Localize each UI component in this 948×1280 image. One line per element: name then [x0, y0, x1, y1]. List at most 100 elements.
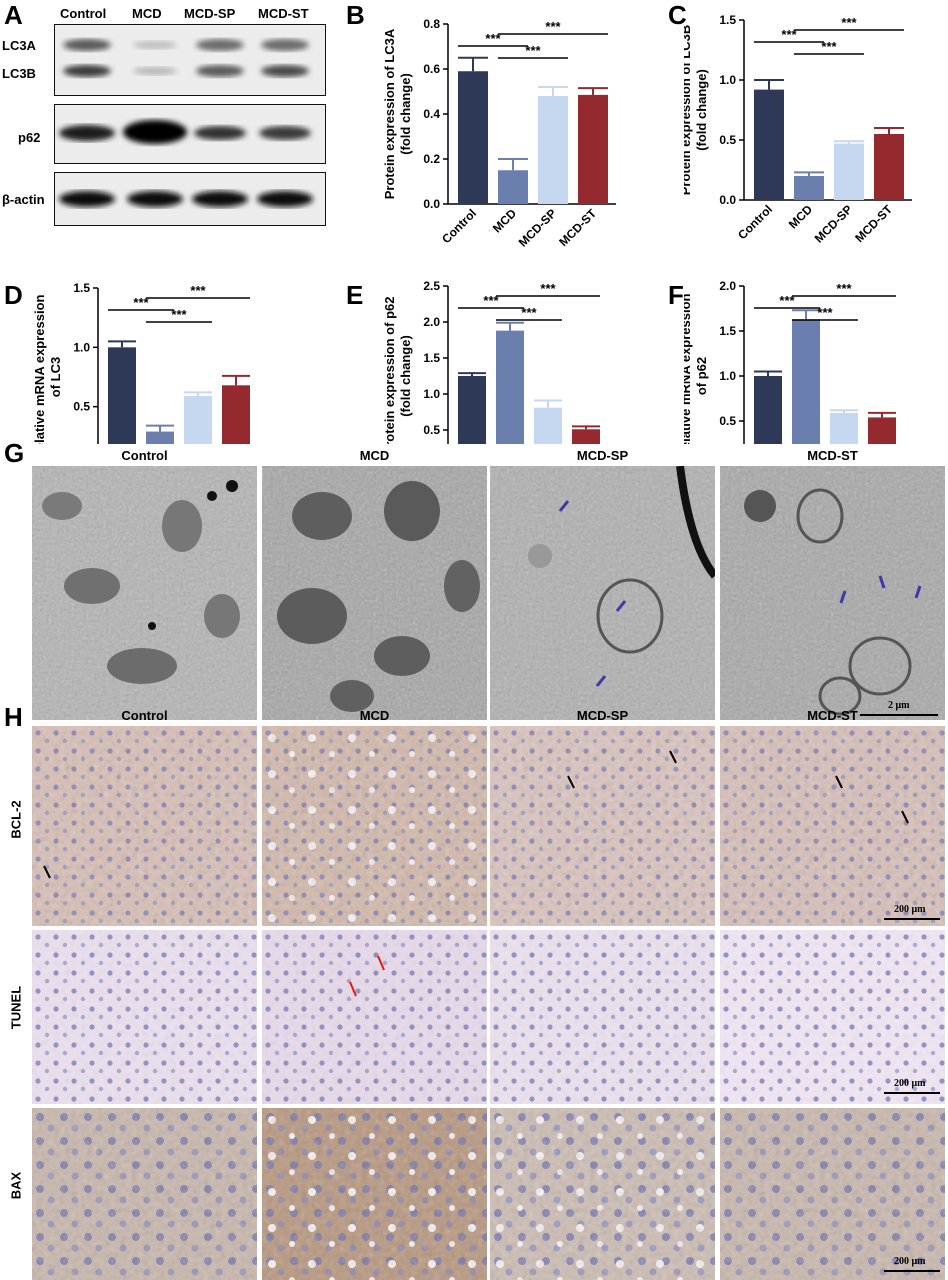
y-axis-label-E-1: (fold change)	[398, 335, 413, 417]
y-tick-label-F-2: 1.0	[719, 369, 736, 383]
lc3b-band-mcd	[133, 67, 177, 75]
x-tick-label-B-0: Control	[439, 206, 479, 246]
blot-header-control: Control	[60, 6, 107, 21]
blot-header-mcd-sp: MCD-SP	[184, 6, 236, 21]
row-label-bax: BAX	[8, 1171, 24, 1200]
histo-title-mcd-st: MCD-ST	[807, 708, 858, 723]
x-tick-label-C-1: MCD	[786, 202, 815, 231]
actin-bands	[59, 191, 313, 207]
y-tick-label-D-1: 0.5	[73, 400, 90, 414]
sig-label-F-0: ***	[779, 293, 795, 308]
lc3b-band-st	[261, 65, 309, 77]
actin-band-mcd	[127, 191, 183, 207]
y-tick-label-B-0: 0.0	[423, 197, 440, 211]
sig-label-C-1: ***	[821, 39, 837, 54]
bar-F-mcd-st	[868, 417, 896, 444]
tem-title-mcd-sp: MCD-SP	[576, 448, 629, 463]
bax-scale-label: 200 μm	[894, 1256, 926, 1267]
tunel-image-control	[32, 930, 257, 1104]
x-tick-label-B-2: MCD-SP	[516, 206, 559, 249]
y-axis-label-B-1: (fold change)	[398, 73, 413, 155]
p62-bands	[59, 120, 311, 144]
tunel-scale-bar	[884, 1092, 940, 1094]
bcl2-image-mcd-sp	[490, 726, 715, 926]
tem-image-control	[32, 466, 257, 720]
sig-label-E-2: ***	[540, 281, 556, 296]
y-tick-label-E-5: 2.5	[423, 279, 440, 293]
tunel-image-mcd	[262, 930, 487, 1104]
bcl2-image-mcd-st	[720, 726, 945, 926]
bar-E-mcd	[496, 330, 524, 444]
bax-image-mcd	[262, 1108, 487, 1280]
sig-label-C-0: ***	[781, 27, 797, 42]
x-tick-label-B-3: MCD-ST	[556, 206, 599, 249]
lc3a-band-mcd	[133, 41, 177, 49]
sig-label-F-1: ***	[817, 305, 833, 320]
y-axis-label-F-1: of p62	[694, 357, 709, 395]
sig-label-C-2: ***	[841, 15, 857, 30]
bar-D-mcd-st	[222, 385, 250, 444]
tunel-image-mcd-st	[720, 930, 945, 1104]
panel-label-h: H	[4, 702, 23, 732]
panel-label-e: E	[346, 280, 364, 310]
chart-lc3b-protein: 0.0 0.5 1.0 1.5 Protein expression of LC3B(f…	[684, 13, 912, 246]
bcl2-scale-label: 200 μm	[894, 904, 926, 915]
bax-image-mcd-st	[720, 1108, 945, 1280]
y-tick-label-C-2: 1.0	[719, 73, 736, 87]
panel-label-a: A	[4, 0, 23, 30]
y-axis-label-E-0: Protein expression of p62	[382, 297, 397, 444]
y-tick-label-B-1: 0.2	[423, 152, 440, 166]
sig-label-E-0: ***	[483, 293, 499, 308]
p62-band-sp	[194, 126, 246, 140]
bar-E-mcd-st	[572, 429, 600, 444]
p62-band-mcd	[123, 120, 187, 144]
lc3b-band-sp	[196, 65, 244, 77]
bar-C-mcd	[794, 176, 824, 200]
tem-image-mcd	[262, 466, 487, 720]
tem-title-mcd-st: MCD-ST	[807, 448, 858, 463]
tunel-scale-label: 200 μm	[894, 1078, 926, 1089]
bax-image-mcd-sp	[490, 1108, 715, 1280]
tem-image-mcd-sp	[490, 466, 715, 720]
chart-lc3a-protein: 0.0 0.2 0.4 0.6 0.8 Protein expression of LC3…	[382, 17, 616, 250]
panel-label-d: D	[4, 280, 23, 310]
sig-label-E-1: ***	[521, 305, 537, 320]
blot-membrane-lc3	[54, 24, 326, 96]
bcl2-image-mcd	[262, 726, 487, 926]
y-axis-label-C-1: (fold change)	[694, 69, 709, 151]
bar-F-mcd	[792, 319, 820, 444]
bar-C-mcd-sp	[834, 143, 864, 200]
y-tick-label-F-3: 1.5	[719, 324, 736, 338]
blot-label-actin: β-actin	[2, 192, 45, 207]
histo-title-mcd: MCD	[359, 708, 390, 723]
y-axis-label-B-0: Protein expression of LC3A	[382, 28, 397, 199]
row-label-bcl2: BCL-2	[8, 800, 24, 839]
tem-title-mcd: MCD	[359, 448, 390, 463]
blot-membrane-p62	[54, 104, 326, 164]
lc3a-band-control	[63, 39, 111, 51]
bar-E-control	[458, 376, 486, 444]
bar-B-mcd-st	[578, 94, 608, 204]
y-axis-label-F-0: Relative mRNA expression	[684, 293, 693, 444]
blot-membrane-actin	[54, 172, 326, 226]
panel-label-g: G	[4, 438, 25, 468]
lc3-bands	[63, 39, 309, 77]
tem-title-control: Control	[121, 448, 168, 463]
p62-band-control	[59, 125, 115, 141]
x-tick-label-C-0: Control	[735, 202, 775, 242]
y-tick-label-C-0: 0.0	[719, 193, 736, 207]
y-tick-label-E-2: 1.0	[423, 387, 440, 401]
y-tick-label-B-4: 0.8	[423, 17, 440, 31]
bar-C-mcd-st	[874, 134, 904, 200]
bar-D-control	[108, 347, 136, 444]
bar-B-control	[458, 71, 488, 204]
y-axis-label-C-0: Protein expression of LC3B	[684, 25, 693, 195]
y-tick-label-C-1: 0.5	[719, 133, 736, 147]
y-axis-label-D-0: Relative mRNA expression	[32, 294, 47, 444]
y-axis-label-D-1: of LC3	[48, 357, 63, 397]
lc3a-band-st	[261, 39, 309, 51]
y-tick-label-E-1: 0.5	[423, 423, 440, 437]
panel-label-f: F	[668, 280, 684, 310]
blot-label-lc3b: LC3B	[2, 66, 36, 81]
panel-label-c: C	[668, 0, 687, 30]
